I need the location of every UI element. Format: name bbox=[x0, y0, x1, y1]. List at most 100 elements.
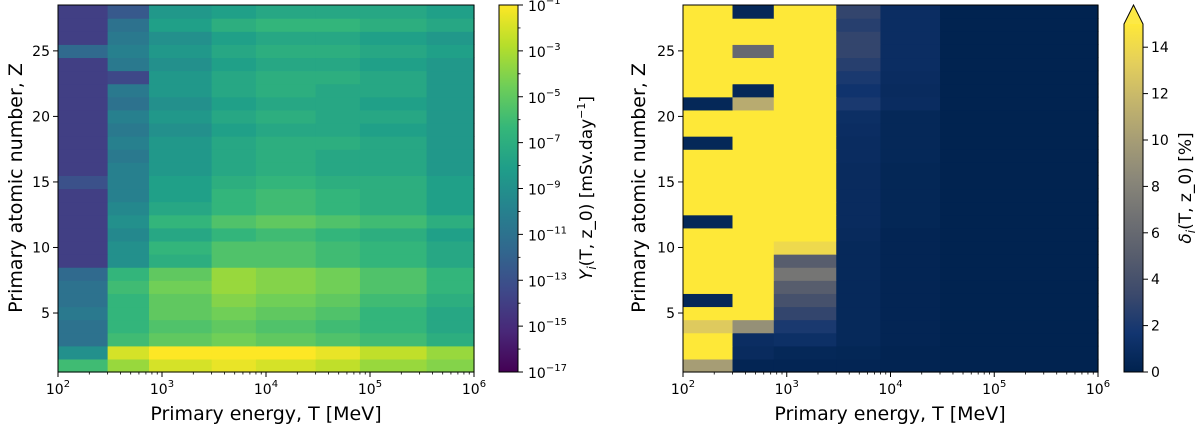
heatmap-cell bbox=[773, 96, 837, 111]
heatmap-cell bbox=[836, 306, 882, 321]
heatmap-cell bbox=[836, 5, 882, 19]
heatmap-cell bbox=[773, 136, 837, 150]
heatmap-cell bbox=[732, 214, 775, 229]
heatmap-cell bbox=[683, 332, 734, 347]
x-tick-label: 103 bbox=[150, 379, 174, 398]
heatmap-cell bbox=[58, 57, 109, 72]
heatmap-cell bbox=[315, 96, 361, 111]
heatmap-cell bbox=[773, 254, 837, 268]
right-colorbar-frame bbox=[1123, 3, 1144, 373]
heatmap-cell bbox=[255, 44, 317, 59]
right-x-axis-ticks: 102 103 104 105 106 bbox=[671, 372, 1110, 398]
heatmap-cell bbox=[426, 122, 475, 137]
heatmap-cell bbox=[315, 175, 361, 190]
heatmap-cell bbox=[426, 358, 475, 373]
left-heatmap-cells bbox=[58, 5, 475, 373]
heatmap-cell bbox=[773, 280, 837, 294]
x-tick-label: 105 bbox=[982, 379, 1006, 398]
heatmap-cell bbox=[940, 267, 1099, 281]
heatmap-cell bbox=[836, 162, 882, 176]
heatmap-cell bbox=[359, 57, 428, 72]
heatmap-cell bbox=[211, 227, 257, 242]
heatmap-cell bbox=[732, 44, 775, 59]
heatmap-cell bbox=[58, 267, 109, 281]
heatmap-cell bbox=[149, 306, 213, 321]
heatmap-cell bbox=[315, 227, 361, 242]
heatmap-cell bbox=[149, 227, 213, 242]
heatmap-cell bbox=[315, 5, 361, 19]
heatmap-cell bbox=[836, 188, 882, 203]
heatmap-cell bbox=[683, 280, 734, 294]
heatmap-cell bbox=[315, 214, 361, 229]
heatmap-cell bbox=[107, 201, 150, 216]
right-x-axis-label: Primary energy, T [MeV] bbox=[774, 403, 1005, 425]
heatmap-cell bbox=[683, 319, 734, 334]
heatmap-cell bbox=[211, 267, 257, 281]
heatmap-cell bbox=[211, 319, 257, 334]
heatmap-cell bbox=[683, 214, 734, 229]
heatmap-cell bbox=[58, 332, 109, 347]
heatmap-cell bbox=[940, 122, 1099, 137]
heatmap-cell bbox=[255, 345, 317, 360]
heatmap-cell bbox=[315, 319, 361, 334]
heatmap-cell bbox=[683, 70, 734, 85]
heatmap-cell bbox=[732, 267, 775, 281]
heatmap-cell bbox=[732, 332, 775, 347]
heatmap-cell bbox=[880, 5, 941, 19]
heatmap-cell bbox=[255, 201, 317, 216]
heatmap-cell bbox=[940, 70, 1099, 85]
heatmap-cell bbox=[773, 31, 837, 45]
heatmap-cell bbox=[255, 188, 317, 203]
heatmap-cell bbox=[58, 201, 109, 216]
heatmap-cell bbox=[315, 358, 361, 373]
heatmap-cell bbox=[732, 18, 775, 32]
heatmap-cell bbox=[880, 227, 941, 242]
heatmap-cell bbox=[107, 254, 150, 268]
heatmap-cell bbox=[773, 227, 837, 242]
heatmap-cell bbox=[211, 44, 257, 59]
heatmap-cell bbox=[211, 70, 257, 85]
heatmap-cell bbox=[836, 214, 882, 229]
heatmap-cell bbox=[940, 306, 1099, 321]
heatmap-cell bbox=[211, 345, 257, 360]
heatmap-cell bbox=[255, 122, 317, 137]
y-tick-label: 5 bbox=[666, 306, 675, 322]
heatmap-cell bbox=[149, 358, 213, 373]
heatmap-cell bbox=[426, 5, 475, 19]
heatmap-cell bbox=[880, 188, 941, 203]
heatmap-cell bbox=[940, 293, 1099, 308]
heatmap-cell bbox=[683, 5, 734, 19]
heatmap-cell bbox=[836, 175, 882, 190]
heatmap-cell bbox=[426, 44, 475, 59]
y-tick-label: 5 bbox=[41, 306, 50, 322]
heatmap-cell bbox=[107, 5, 150, 19]
heatmap-cell bbox=[683, 57, 734, 72]
heatmap-cell bbox=[880, 293, 941, 308]
heatmap-cell bbox=[359, 96, 428, 111]
heatmap-cell bbox=[683, 83, 734, 98]
heatmap-cell bbox=[149, 83, 213, 98]
heatmap-cell bbox=[880, 267, 941, 281]
heatmap-cell bbox=[836, 293, 882, 308]
heatmap-cell bbox=[359, 240, 428, 255]
heatmap-cell bbox=[683, 122, 734, 137]
y-tick-label: 20 bbox=[657, 109, 675, 125]
heatmap-cell bbox=[107, 44, 150, 59]
heatmap-cell bbox=[426, 188, 475, 203]
heatmap-cell bbox=[359, 254, 428, 268]
colorbar-tick-label: 10−5 bbox=[528, 88, 561, 107]
heatmap-cell bbox=[426, 57, 475, 72]
heatmap-cell bbox=[732, 319, 775, 334]
heatmap-cell bbox=[880, 254, 941, 268]
heatmap-cell bbox=[773, 5, 837, 19]
heatmap-cell bbox=[255, 96, 317, 111]
heatmap-cell bbox=[107, 57, 150, 72]
heatmap-cell bbox=[255, 227, 317, 242]
heatmap-cell bbox=[773, 306, 837, 321]
heatmap-cell bbox=[880, 136, 941, 150]
heatmap-cell bbox=[836, 345, 882, 360]
heatmap-cell bbox=[773, 175, 837, 190]
heatmap-cell bbox=[255, 214, 317, 229]
heatmap-cell bbox=[315, 70, 361, 85]
